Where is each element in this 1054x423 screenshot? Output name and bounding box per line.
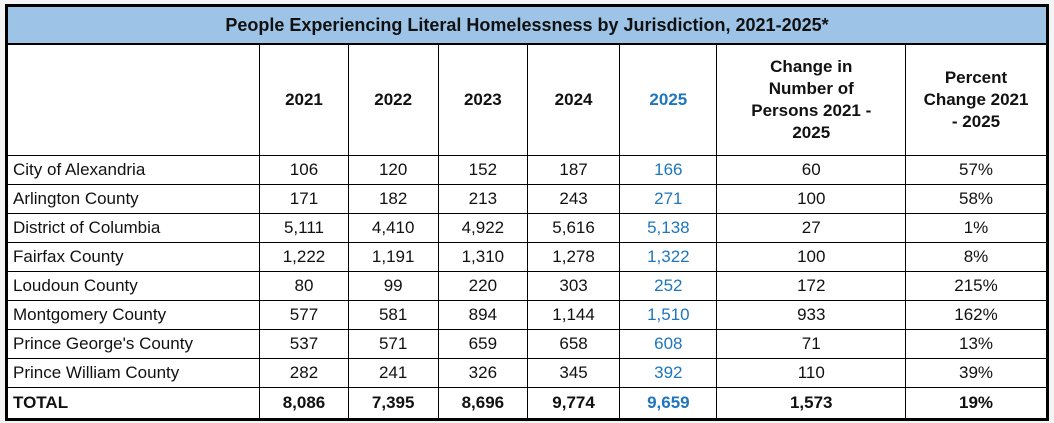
value-cell: 8,086 — [259, 387, 349, 420]
value-cell: 5,616 — [526, 213, 621, 243]
value-cell: 658 — [526, 329, 621, 359]
value-cell: 252 — [619, 271, 718, 301]
value-cell: 571 — [347, 329, 439, 359]
table-row: Prince George's County 537 571 659 658 608 71 1… — [5, 329, 1048, 359]
value-cell: 894 — [437, 300, 528, 330]
value-cell: 9,659 — [619, 387, 718, 420]
value-cell: 152 — [437, 155, 528, 185]
value-cell: 243 — [526, 184, 621, 214]
value-cell: 58% — [905, 184, 1048, 214]
value-cell: 162% — [905, 300, 1048, 330]
jurisdiction-cell: Arlington County — [5, 184, 261, 214]
column-header-2024: 2024 — [526, 43, 621, 156]
jurisdiction-cell: District of Columbia — [5, 213, 261, 243]
value-cell: 187 — [526, 155, 621, 185]
jurisdiction-cell: TOTAL — [5, 387, 261, 420]
value-cell: 577 — [259, 300, 349, 330]
jurisdiction-cell: Fairfax County — [5, 242, 261, 272]
column-header-percent-change: Percent Change 2021 - 2025 — [905, 43, 1048, 156]
table-row: Arlington County 171 182 213 243 271 100 58% — [5, 184, 1048, 214]
value-cell: 537 — [259, 329, 349, 359]
value-cell: 271 — [619, 184, 718, 214]
value-cell: 5,138 — [619, 213, 718, 243]
value-cell: 392 — [619, 358, 718, 388]
value-cell: 1,322 — [619, 242, 718, 272]
value-cell: 241 — [347, 358, 439, 388]
column-header-2023: 2023 — [437, 43, 528, 156]
value-cell: 99 — [347, 271, 439, 301]
column-header-row: 2021 2022 2023 2024 2025 Change in Numbe… — [5, 43, 1048, 156]
value-cell: 27 — [716, 213, 907, 243]
value-cell: 106 — [259, 155, 349, 185]
value-cell: 182 — [347, 184, 439, 214]
value-cell: 659 — [437, 329, 528, 359]
value-cell: 57% — [905, 155, 1048, 185]
table-row: Montgomery County 577 581 894 1,144 1,510 933 1… — [5, 300, 1048, 330]
table-row: City of Alexandria 106 120 152 187 166 60 57% — [5, 155, 1048, 185]
value-cell: 166 — [619, 155, 718, 185]
value-cell: 39% — [905, 358, 1048, 388]
value-cell: 1,510 — [619, 300, 718, 330]
total-row: TOTAL 8,086 7,395 8,696 9,774 9,659 1,573 19% — [5, 387, 1048, 420]
column-header-2022: 2022 — [347, 43, 439, 156]
jurisdiction-cell: Montgomery County — [5, 300, 261, 330]
jurisdiction-cell: Loudoun County — [5, 271, 261, 301]
value-cell: 100 — [716, 184, 907, 214]
jurisdiction-cell: Prince William County — [5, 358, 261, 388]
homelessness-by-jurisdiction-table: People Experiencing Literal Homelessness… — [5, 4, 1049, 421]
value-cell: 100 — [716, 242, 907, 272]
value-cell: 13% — [905, 329, 1048, 359]
value-cell: 213 — [437, 184, 528, 214]
value-cell: 110 — [716, 358, 907, 388]
table-row: District of Columbia 5,111 4,410 4,922 5,616… — [5, 213, 1048, 243]
table-row: Loudoun County 80 99 220 303 252 172 215% — [5, 271, 1048, 301]
value-cell: 1,191 — [347, 242, 439, 272]
value-cell: 1,144 — [526, 300, 621, 330]
value-cell: 7,395 — [347, 387, 439, 420]
value-cell: 282 — [259, 358, 349, 388]
table-title: People Experiencing Literal Homelessness… — [6, 5, 1048, 45]
title-row: People Experiencing Literal Homelessness… — [6, 5, 1048, 45]
value-cell: 1,222 — [259, 242, 349, 272]
value-cell: 8% — [905, 242, 1048, 272]
value-cell: 60 — [716, 155, 907, 185]
value-cell: 608 — [619, 329, 718, 359]
value-cell: 1,573 — [716, 387, 907, 420]
value-cell: 172 — [716, 271, 907, 301]
value-cell: 933 — [716, 300, 907, 330]
column-header-2021: 2021 — [259, 43, 349, 156]
value-cell: 4,410 — [347, 213, 439, 243]
homelessness-table-container: People Experiencing Literal Homelessness… — [5, 4, 1049, 421]
table-row: Prince William County 282 241 326 345 392 110 3… — [5, 358, 1048, 388]
value-cell: 171 — [259, 184, 349, 214]
value-cell: 1,278 — [526, 242, 621, 272]
jurisdiction-cell: City of Alexandria — [5, 155, 261, 185]
value-cell: 5,111 — [259, 213, 349, 243]
value-cell: 71 — [716, 329, 907, 359]
column-header-change-in-persons: Change in Number of Persons 2021 - 2025 — [716, 43, 907, 156]
table-row: Fairfax County 1,222 1,191 1,310 1,278 1,322 1… — [5, 242, 1048, 272]
value-cell: 215% — [905, 271, 1048, 301]
value-cell: 1% — [905, 213, 1048, 243]
value-cell: 120 — [347, 155, 439, 185]
value-cell: 9,774 — [526, 387, 621, 420]
column-header-jurisdiction — [5, 43, 261, 156]
value-cell: 345 — [526, 358, 621, 388]
value-cell: 220 — [437, 271, 528, 301]
value-cell: 581 — [347, 300, 439, 330]
value-cell: 1,310 — [437, 242, 528, 272]
value-cell: 8,696 — [437, 387, 528, 420]
jurisdiction-cell: Prince George's County — [5, 329, 261, 359]
value-cell: 19% — [905, 387, 1048, 420]
table-body: City of Alexandria 106 120 152 187 166 60 57% Ar… — [5, 155, 1048, 420]
value-cell: 80 — [259, 271, 349, 301]
column-header-2025: 2025 — [619, 43, 718, 156]
value-cell: 326 — [437, 358, 528, 388]
value-cell: 303 — [526, 271, 621, 301]
value-cell: 4,922 — [437, 213, 528, 243]
